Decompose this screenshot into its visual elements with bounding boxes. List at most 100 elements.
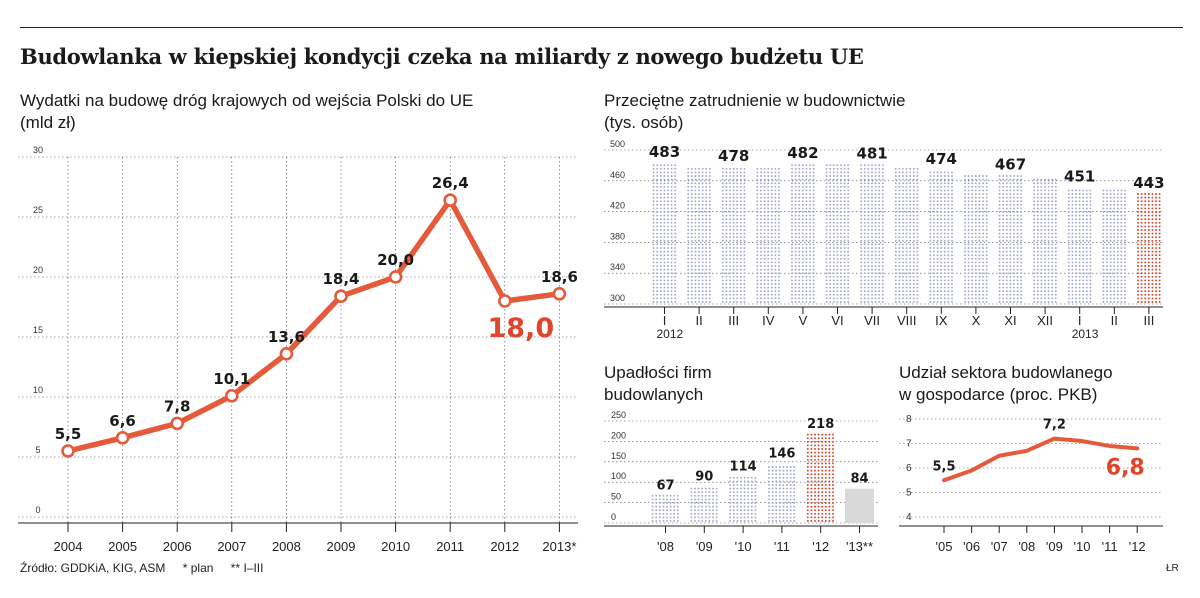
x-tick-label: V bbox=[799, 313, 808, 328]
data-label: 451 bbox=[1064, 168, 1095, 186]
data-label: 478 bbox=[718, 147, 749, 165]
y-tick-label: 4 bbox=[906, 512, 912, 523]
y-tick-label: 7 bbox=[906, 439, 912, 450]
y-tick-label: 10 bbox=[33, 385, 43, 395]
x-tick-label: XII bbox=[1037, 313, 1053, 328]
year-label: 2012 bbox=[657, 327, 684, 341]
quarter-note: ** I–III bbox=[230, 561, 264, 575]
data-label-highlight: 18,0 bbox=[487, 313, 554, 344]
y-tick-label: 5 bbox=[35, 445, 40, 455]
data-label: 18,6 bbox=[541, 268, 578, 286]
y-tick-label: 8 bbox=[906, 414, 912, 425]
y-tick-label: 0 bbox=[611, 512, 616, 522]
x-tick-label: X bbox=[972, 313, 981, 328]
bar bbox=[894, 167, 919, 303]
data-label: 218 bbox=[807, 417, 834, 432]
data-label: 90 bbox=[695, 469, 713, 484]
x-tick-label: '06 bbox=[963, 539, 980, 554]
bar bbox=[1067, 189, 1092, 303]
bar bbox=[721, 167, 746, 303]
y-tick-label: 30 bbox=[33, 145, 43, 155]
data-label: 18,4 bbox=[322, 270, 359, 288]
x-tick-label: 2011 bbox=[436, 539, 464, 554]
data-label: 146 bbox=[768, 446, 795, 461]
plan-note: * plan bbox=[182, 561, 214, 575]
x-tick-label: II bbox=[695, 313, 702, 328]
y-tick-label: 500 bbox=[610, 139, 625, 149]
data-point bbox=[388, 270, 403, 284]
x-tick-label: '08 bbox=[1018, 539, 1035, 554]
y-tick-label: 25 bbox=[33, 205, 43, 215]
gdp-share-chart-subtitle: w gospodarce (proc. PKB) bbox=[899, 385, 1098, 404]
y-tick-label: 250 bbox=[611, 410, 626, 420]
data-label: 5,5 bbox=[55, 425, 82, 443]
x-tick-label: 2008 bbox=[272, 539, 301, 554]
x-tick-label: '13** bbox=[846, 539, 873, 554]
footer: Źródło: GDDKiA, KIG, ASM * plan ** I–III bbox=[20, 561, 277, 575]
data-label: 483 bbox=[649, 143, 680, 161]
data-point bbox=[279, 346, 294, 361]
bar bbox=[1137, 193, 1161, 303]
x-tick-label: '09 bbox=[1046, 539, 1063, 554]
y-tick-label: 200 bbox=[611, 430, 626, 440]
data-label: 26,4 bbox=[432, 174, 469, 192]
top-rule bbox=[20, 27, 1183, 28]
data-label: 84 bbox=[850, 472, 868, 487]
x-tick-label: 2010 bbox=[381, 539, 410, 554]
roads-chart-title-line: Wydatki na budowę dróg krajowych od wejś… bbox=[20, 91, 474, 110]
data-label: 443 bbox=[1133, 174, 1164, 192]
bar bbox=[964, 175, 988, 303]
x-tick-label: XI bbox=[1004, 313, 1016, 328]
bar bbox=[845, 488, 874, 523]
bar bbox=[860, 164, 884, 303]
x-tick-label: I bbox=[1078, 313, 1082, 328]
bar bbox=[825, 164, 850, 303]
x-tick-label: 2007 bbox=[217, 539, 246, 554]
source-note: Źródło: GDDKiA, KIG, ASM bbox=[20, 561, 166, 575]
bankruptcy-chart-subtitle: budowlanych bbox=[604, 385, 704, 404]
bar bbox=[690, 487, 718, 522]
data-point bbox=[115, 430, 130, 445]
roads-chart-subtitle: (mld zł) bbox=[20, 113, 76, 132]
x-tick-label: '11 bbox=[1102, 539, 1118, 554]
x-tick-label: '08 bbox=[657, 539, 674, 554]
data-label: 6,6 bbox=[109, 412, 136, 430]
bar bbox=[1033, 178, 1057, 303]
y-tick-label: 420 bbox=[610, 201, 625, 211]
x-tick-label: 2006 bbox=[163, 539, 192, 554]
bar bbox=[768, 466, 796, 522]
bar bbox=[652, 164, 677, 303]
x-tick-label: 2012 bbox=[490, 539, 519, 554]
data-label: 13,6 bbox=[268, 328, 305, 346]
data-label: 114 bbox=[730, 459, 757, 474]
data-point bbox=[61, 444, 75, 458]
x-tick-label: 2013* bbox=[542, 539, 576, 554]
data-point bbox=[552, 286, 567, 301]
y-tick-label: 100 bbox=[611, 471, 626, 481]
data-label: 481 bbox=[856, 145, 887, 163]
credit: ŁR bbox=[1166, 563, 1179, 574]
data-label: 467 bbox=[995, 155, 1026, 173]
x-tick-label: 2004 bbox=[54, 539, 83, 554]
x-tick-label: 2009 bbox=[327, 539, 356, 554]
bar bbox=[998, 175, 1023, 303]
data-point bbox=[497, 294, 512, 308]
x-tick-label: '10 bbox=[735, 539, 752, 554]
y-tick-label: 380 bbox=[610, 231, 625, 241]
data-label-highlight: 6,8 bbox=[1106, 455, 1145, 480]
x-tick-label: VII bbox=[864, 313, 880, 328]
x-tick-label: '05 bbox=[936, 539, 953, 554]
y-tick-label: 340 bbox=[610, 262, 625, 272]
x-tick-label: '12 bbox=[1129, 539, 1146, 554]
data-label: 7,8 bbox=[164, 397, 191, 415]
bar bbox=[756, 167, 780, 303]
series-line bbox=[942, 436, 1140, 483]
roads-chart-title: Wydatki na budowę dróg krajowych od wejś… bbox=[20, 90, 473, 134]
x-tick-label: VI bbox=[831, 313, 843, 328]
data-label: 20,0 bbox=[377, 251, 414, 269]
x-tick-label: III bbox=[728, 313, 739, 328]
bar bbox=[687, 167, 711, 303]
